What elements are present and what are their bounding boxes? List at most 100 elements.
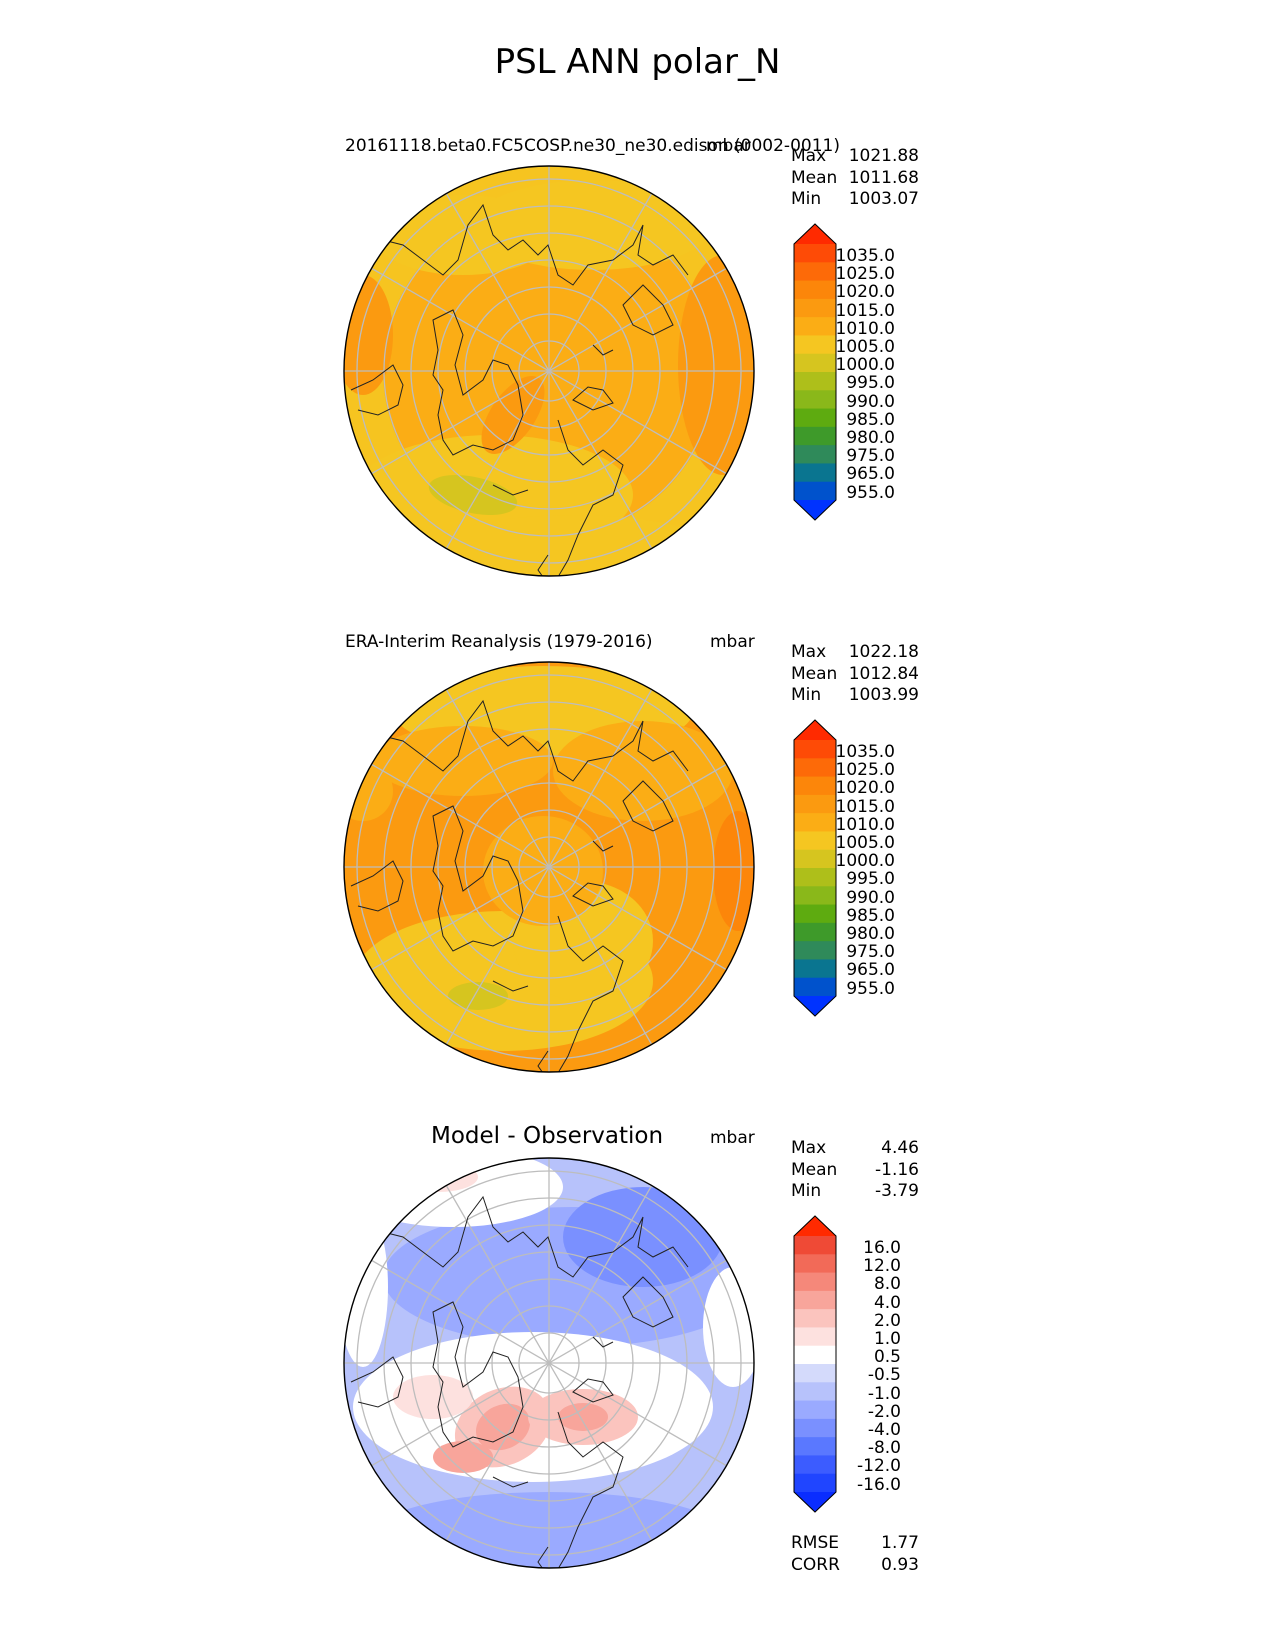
panel-title-diff: Model - Observation	[431, 1123, 664, 1149]
colorbar-tick-label: 2.0	[873, 1310, 901, 1331]
panel-title-obs: ERA-Interim Reanalysis (1979-2016)	[345, 632, 653, 652]
colorbar-swatch	[794, 1400, 836, 1420]
colorbar-tick-label: 990.0	[846, 887, 895, 908]
panel-title-model: 20161118.beta0.FC5COSP.ne30_ne30.edison …	[345, 136, 840, 156]
colorbar-swatch	[794, 977, 836, 997]
stat-mean: Mean 1011.68	[791, 167, 919, 188]
units-label-model: mbar	[706, 136, 751, 156]
colorbar-swatch	[794, 1309, 836, 1328]
polar-map-model	[343, 165, 755, 577]
colorbar-swatch	[794, 959, 836, 979]
colorbar-swatch	[794, 1254, 836, 1274]
colorbar-swatch	[794, 372, 836, 391]
colorbar-swatch	[794, 390, 836, 410]
colorbar-extend-top	[794, 224, 836, 244]
colorbar-swatch	[794, 1437, 836, 1456]
stat-min: Min 1003.99	[791, 685, 919, 705]
colorbar-tick-label: 995.0	[846, 869, 895, 890]
colorbar-swatch	[794, 813, 836, 832]
colorbar-tick-label: -2.0	[867, 1401, 901, 1422]
metric-corr: CORR 0.93	[791, 1554, 919, 1575]
colorbar-obs	[793, 719, 837, 1017]
colorbar-swatch	[794, 922, 836, 942]
polar-map-diff	[343, 1157, 755, 1569]
colorbar-tick-label: 1025.0	[835, 760, 895, 781]
colorbar-tick-label: 965.0	[846, 960, 895, 981]
figure-title: PSL ANN polar_N	[494, 42, 781, 82]
colorbar-outline	[793, 719, 837, 1017]
colorbar-swatch	[794, 317, 836, 336]
colorbar-tick-label: 1020.0	[835, 282, 895, 303]
colorbar-swatch	[794, 794, 836, 814]
colorbar-tick-label: 1015.0	[835, 300, 895, 321]
colorbar-tick-label: 1010.0	[835, 814, 895, 835]
colorbar-swatch	[794, 1327, 836, 1347]
colorbar-tick-label: -16.0	[857, 1474, 901, 1495]
stat-min: Min -3.79	[791, 1181, 919, 1201]
colorbar-tick-label: 1000.0	[835, 355, 895, 376]
graticule	[344, 1158, 754, 1568]
colorbar-tick-label: 985.0	[846, 409, 895, 430]
units-label-diff: mbar	[710, 1128, 755, 1148]
colorbar-tick-label: 1.0	[873, 1329, 901, 1349]
colorbar-tick-label: 1020.0	[835, 778, 895, 799]
stat-max: Max 1022.18	[791, 642, 919, 662]
colorbar-swatch	[794, 868, 836, 887]
colorbar-tick-label: 990.0	[846, 391, 895, 412]
colorbar-swatch	[794, 298, 836, 318]
colorbar-tick-label: 1010.0	[835, 318, 895, 339]
stat-mean: Mean -1.16	[791, 1159, 919, 1180]
colorbar-tick-label: 955.0	[846, 482, 895, 503]
stat-mean: Mean 1012.84	[791, 663, 919, 684]
stat-min: Min 1003.07	[791, 189, 919, 209]
colorbar-swatch	[794, 1382, 836, 1402]
colorbar-swatch	[794, 1236, 836, 1255]
colorbar-tick-label: 8.0	[873, 1274, 901, 1295]
colorbar-tick-label: -8.0	[867, 1438, 901, 1459]
colorbar-tick-label: 980.0	[846, 924, 895, 944]
colorbar-tick-label: 4.0	[873, 1292, 901, 1313]
colorbar-swatch	[794, 280, 836, 300]
colorbar-diff	[793, 1215, 837, 1513]
colorbar-swatch	[794, 244, 836, 263]
stats-block-model: Max 1021.88 Mean 1011.68 Min 1003.07	[791, 146, 919, 211]
colorbar-tick-label: 1025.0	[835, 264, 895, 285]
colorbar-tick-label: 16.0	[863, 1238, 901, 1258]
colorbar-extend-top	[794, 720, 836, 740]
colorbar-swatch	[794, 262, 836, 282]
graticule	[344, 166, 754, 576]
colorbar-swatch	[794, 758, 836, 778]
colorbar-swatch	[794, 1272, 836, 1292]
colorbar-tick-label: 1005.0	[835, 337, 895, 357]
colorbar-swatch	[794, 1364, 836, 1383]
colorbar-swatch	[794, 831, 836, 851]
colorbar-tick-label: 965.0	[846, 464, 895, 485]
colorbar-tick-label: 1005.0	[835, 833, 895, 853]
colorbar-swatch	[794, 335, 836, 355]
coastlines	[350, 203, 689, 576]
metric-rmse: RMSE 1.77	[791, 1533, 919, 1553]
colorbar-extend-bottom	[794, 500, 836, 520]
metrics-block-diff: RMSE 1.77 CORR 0.93	[791, 1533, 919, 1576]
colorbar-tick-label: 975.0	[846, 446, 895, 467]
colorbar-tick-label: 1000.0	[835, 851, 895, 872]
colorbar-swatch	[794, 1290, 836, 1310]
colorbar-tick-label: -0.5	[867, 1365, 901, 1386]
colorbar-extend-top	[794, 1216, 836, 1236]
colorbar-tick-label: 1035.0	[835, 742, 895, 762]
colorbar-tick-label: 1035.0	[835, 246, 895, 266]
colorbar-swatch	[794, 904, 836, 924]
colorbar-outline	[793, 223, 837, 521]
colorbar-swatch	[794, 426, 836, 446]
colorbar-swatch	[794, 941, 836, 960]
colorbar-swatch	[794, 353, 836, 373]
colorbar-tick-label: 995.0	[846, 373, 895, 394]
coastlines	[350, 1195, 689, 1568]
colorbar-extend-bottom	[794, 996, 836, 1016]
colorbar-swatch	[794, 1473, 836, 1493]
colorbar-swatch	[794, 1455, 836, 1475]
colorbar-tick-label: -1.0	[867, 1383, 901, 1404]
colorbar-tick-label: 980.0	[846, 428, 895, 448]
colorbar-tick-label: -4.0	[867, 1420, 901, 1440]
graticule	[344, 662, 754, 1072]
